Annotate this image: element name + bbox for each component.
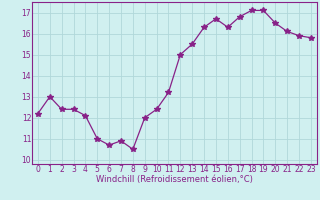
X-axis label: Windchill (Refroidissement éolien,°C): Windchill (Refroidissement éolien,°C) — [96, 175, 253, 184]
